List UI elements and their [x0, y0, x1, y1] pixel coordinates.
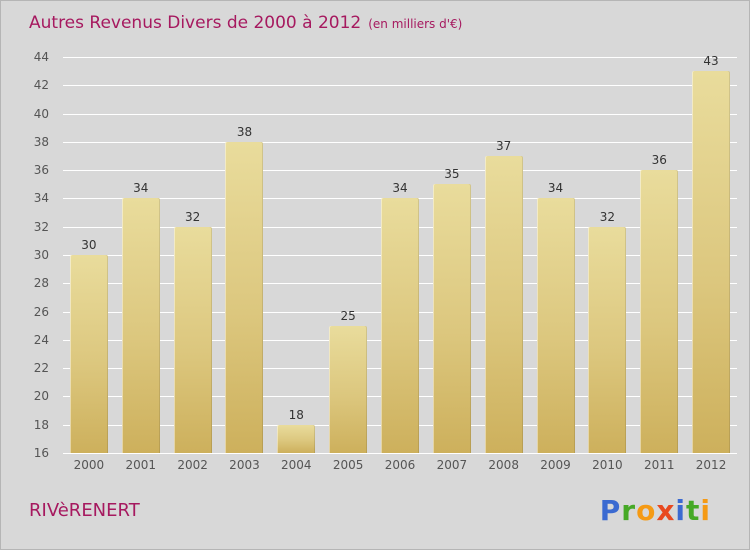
x-tick-label: 2011 — [643, 458, 675, 472]
bar-2002 — [173, 226, 212, 453]
bar-value-label: 34 — [133, 181, 149, 196]
logo-letter: i — [700, 494, 711, 527]
bar-2001 — [121, 198, 160, 453]
logo-letter: t — [686, 494, 701, 527]
bar-2011 — [640, 170, 679, 453]
y-axis: 16 18 20 22 24 26 28 30 32 34 36 38 40 42 44 — [1, 50, 57, 460]
bar-2008 — [484, 156, 523, 453]
plot-area: 30 34 32 38 18 25 34 35 37 34 32 36 43 — [63, 54, 737, 454]
bar-2007 — [432, 184, 471, 453]
logo-letter: o — [636, 494, 657, 527]
x-tick-label: 2007 — [436, 458, 468, 472]
company-name: RIVèRENERT — [29, 500, 140, 521]
bar-2012 — [692, 71, 731, 453]
logo-letter: x — [656, 494, 676, 527]
y-tick-label: 34 — [33, 191, 49, 206]
bar-2010 — [588, 226, 627, 453]
bar-value-label: 34 — [547, 181, 564, 196]
y-tick-label: 44 — [33, 50, 49, 64]
x-tick-label: 2000 — [73, 458, 105, 472]
bar-value-label: 37 — [496, 139, 512, 153]
y-tick-label: 40 — [33, 106, 49, 121]
x-tick-label: 2001 — [125, 458, 157, 472]
chart-title-text: Autres Revenus Divers de 2000 à 2012 — [29, 13, 362, 33]
y-tick-label: 30 — [33, 248, 49, 262]
x-tick-label: 2009 — [540, 458, 571, 472]
bar-2005 — [329, 325, 368, 453]
bar-2006 — [381, 198, 419, 453]
bar-value-label: 36 — [651, 153, 667, 168]
y-tick-label: 42 — [33, 78, 49, 93]
bar-value-label: 35 — [444, 167, 460, 182]
y-tick-label: 32 — [33, 219, 49, 234]
x-tick-label: 2008 — [488, 458, 519, 472]
logo-letter: P — [599, 494, 622, 527]
x-tick-label: 2002 — [177, 458, 208, 472]
proxiti-logo: Proxiti — [600, 494, 711, 527]
gridline — [63, 453, 737, 454]
bar-value-label: 25 — [340, 308, 356, 323]
logo-letter: i — [675, 494, 686, 527]
bar-value-label: 30 — [81, 238, 97, 252]
bar-2003 — [225, 141, 264, 453]
gridline — [63, 57, 737, 58]
bar-2004 — [277, 424, 316, 453]
gridline — [63, 170, 737, 172]
bar-2009 — [536, 198, 575, 453]
bar-2000 — [69, 255, 108, 453]
x-tick-label: 2003 — [229, 458, 260, 472]
gridline — [63, 141, 737, 143]
bar-value-label: 32 — [599, 209, 616, 224]
bar-value-label: 34 — [392, 181, 408, 196]
y-tick-label: 38 — [33, 134, 49, 149]
bar-value-label: 32 — [184, 209, 201, 224]
logo-letter: r — [621, 494, 637, 527]
y-tick-label: 24 — [33, 332, 49, 347]
x-tick-label: 2006 — [384, 458, 416, 472]
y-tick-label: 26 — [33, 304, 49, 319]
x-tick-label: 2005 — [332, 458, 364, 472]
bar-value-label: 38 — [236, 124, 253, 139]
y-tick-label: 28 — [33, 276, 49, 291]
bar-value-label: 43 — [703, 54, 719, 69]
x-tick-label: 2004 — [281, 458, 312, 472]
y-tick-label: 22 — [33, 361, 49, 376]
x-axis: 2000 2001 2002 2003 2004 2005 2006 2007 2008 2009… — [63, 453, 737, 475]
chart-subtitle: (en milliers d'€) — [368, 17, 463, 31]
gridline — [63, 113, 737, 115]
y-tick-label: 16 — [33, 446, 49, 460]
y-tick-label: 18 — [33, 417, 49, 432]
y-tick-label: 20 — [33, 389, 49, 404]
y-tick-label: 36 — [33, 163, 49, 178]
bar-value-label: 18 — [288, 407, 304, 422]
chart-title: Autres Revenus Divers de 2000 à 2012 (en … — [29, 13, 462, 33]
gridline — [63, 85, 737, 87]
x-tick-label: 2010 — [592, 458, 623, 472]
x-tick-label: 2012 — [695, 458, 727, 472]
